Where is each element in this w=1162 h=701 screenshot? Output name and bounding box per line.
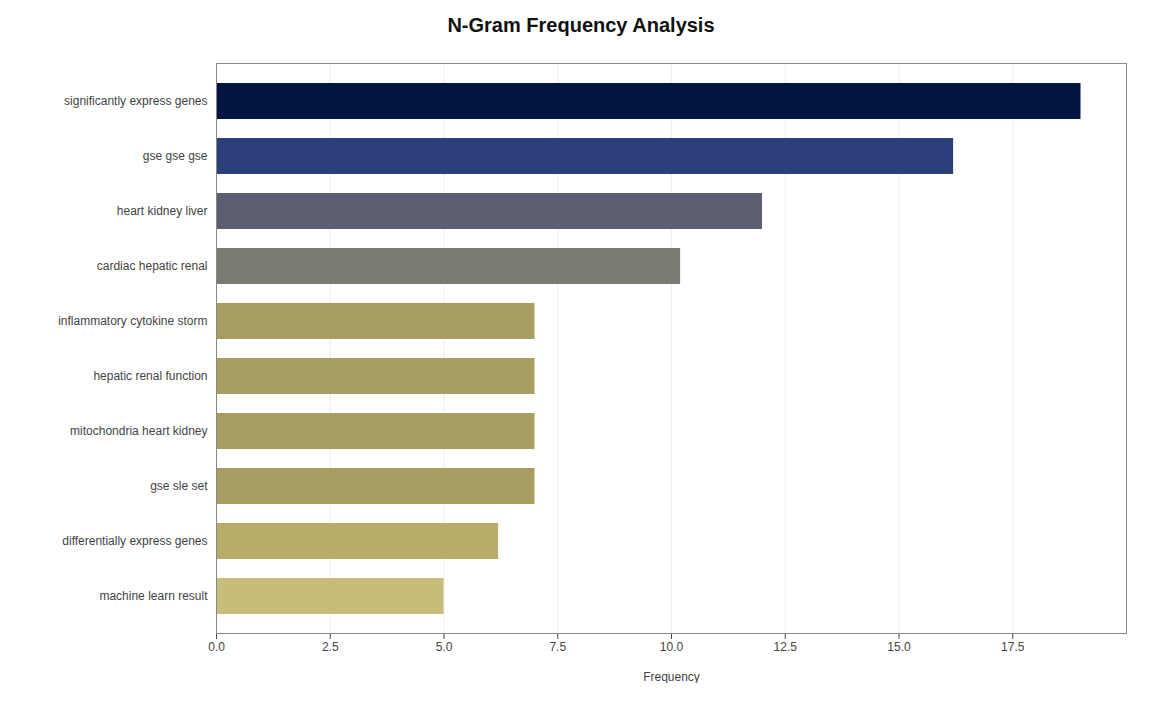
svg-text:15.0: 15.0 [887, 640, 911, 654]
svg-text:10.0: 10.0 [660, 640, 684, 654]
svg-text:hepatic renal function: hepatic renal function [93, 369, 207, 383]
svg-text:Frequency: Frequency [643, 670, 700, 684]
svg-text:2.5: 2.5 [322, 640, 339, 654]
svg-text:gse gse gse: gse gse gse [143, 149, 208, 163]
svg-text:cardiac hepatic renal: cardiac hepatic renal [97, 259, 208, 273]
svg-text:machine learn result: machine learn result [99, 589, 208, 603]
svg-text:inflammatory cytokine storm: inflammatory cytokine storm [58, 314, 207, 328]
svg-text:significantly express genes: significantly express genes [64, 94, 207, 108]
svg-text:heart kidney liver: heart kidney liver [117, 204, 208, 218]
svg-text:5.0: 5.0 [436, 640, 453, 654]
svg-text:mitochondria heart kidney: mitochondria heart kidney [70, 424, 207, 438]
svg-text:gse sle set: gse sle set [150, 479, 208, 493]
html-text:N-Gram Frequency Analysis: N-Gram Frequency Analysis [447, 14, 715, 36]
svg-text:17.5: 17.5 [1001, 640, 1025, 654]
svg-text:12.5: 12.5 [774, 640, 798, 654]
svg-text:0.0: 0.0 [208, 640, 225, 654]
svg-text:7.5: 7.5 [549, 640, 566, 654]
svg-text:differentially express genes: differentially express genes [62, 534, 207, 548]
